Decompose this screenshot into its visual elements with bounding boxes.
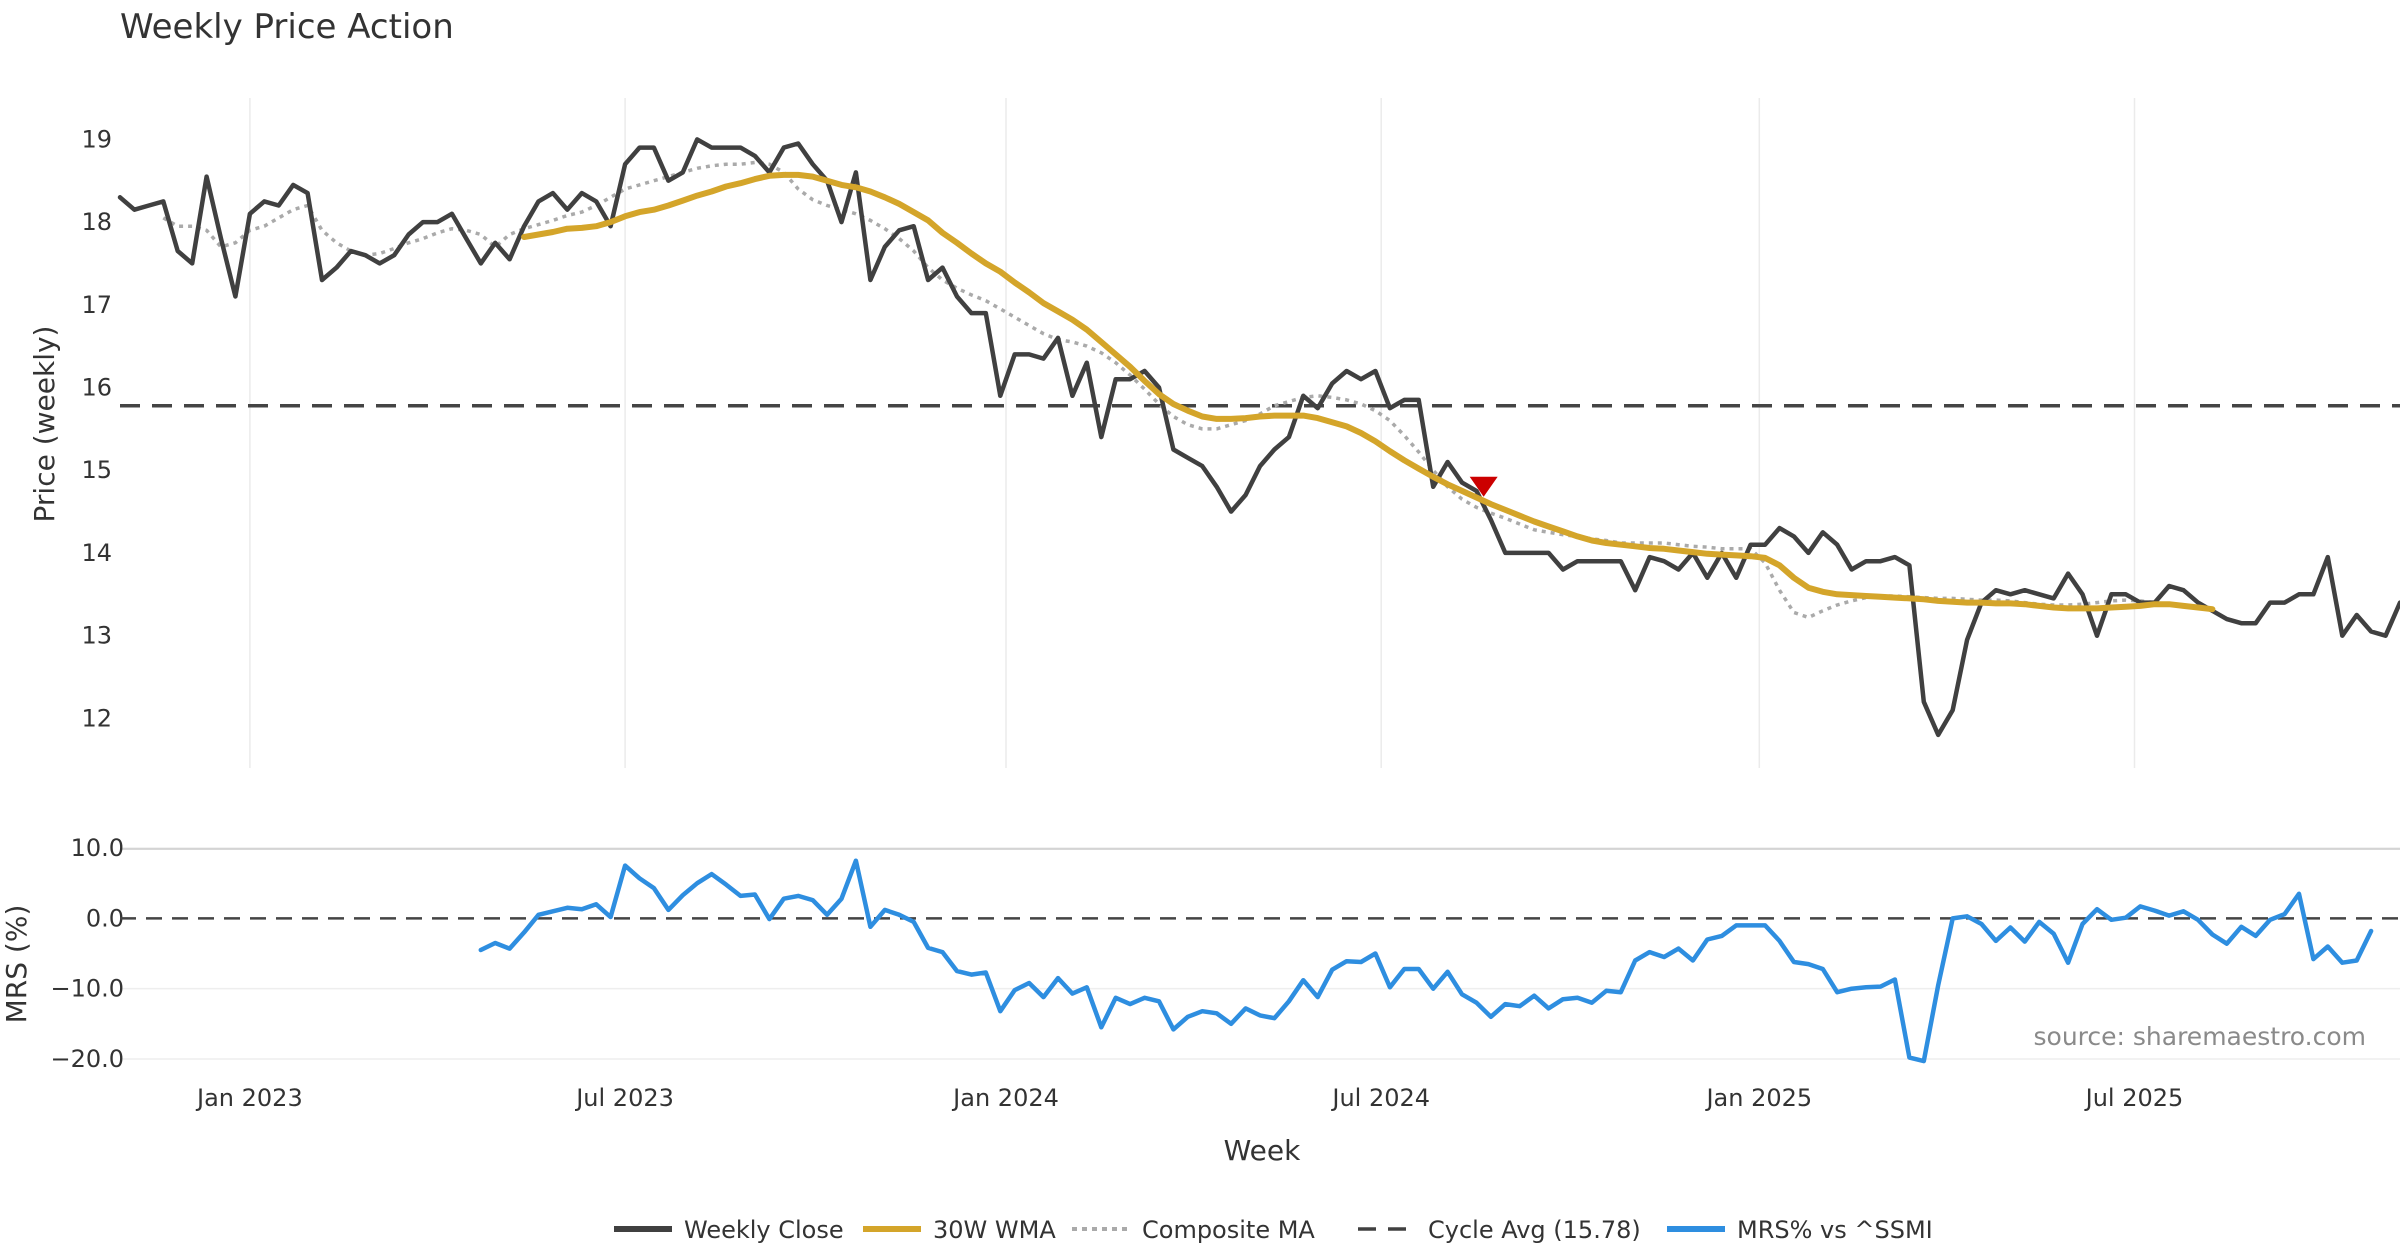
x-axis-label: Week (1224, 1134, 1301, 1167)
mrs-y-ticks: 10.0 0.0 −10.0 −20.0 (50, 834, 124, 1073)
price-y-tick-label: 14 (81, 539, 112, 567)
series-mrs-vs-ssmi (478, 858, 2374, 1064)
price-y-tick-label: 17 (81, 291, 112, 319)
mrs-y-tick-label: −20.0 (50, 1045, 124, 1073)
source-label: source: sharemaestro.com (2034, 1022, 2367, 1051)
sell-signal-marker (1469, 476, 1498, 497)
price-y-tick-label: 19 (81, 125, 112, 153)
legend-label: Composite MA (1142, 1216, 1315, 1244)
x-tick-label: Jan 2024 (951, 1084, 1059, 1112)
mrs-y-axis-label: MRS (%) (0, 905, 33, 1024)
chart-title: Weekly Price Action (120, 7, 454, 47)
legend-label: MRS% vs ^SSMI (1737, 1216, 1933, 1244)
series-30w-wma (521, 171, 2216, 613)
price-y-tick-label: 13 (81, 622, 112, 650)
legend-label: Cycle Avg (15.78) (1428, 1216, 1641, 1244)
mrs-y-tick-label: −10.0 (50, 975, 124, 1003)
price-y-ticks: 12 13 14 15 16 17 18 19 (81, 125, 112, 732)
price-y-axis-label: Price (weekly) (28, 326, 61, 523)
series-composite-ma (162, 160, 2184, 620)
mrs-y-tick-label: 0.0 (86, 904, 124, 932)
mrs-grid (120, 847, 2400, 1060)
price-y-tick-label: 16 (81, 374, 112, 402)
x-ticks: Jan 2023 Jul 2023 Jan 2024 Jul 2024 Jan 2025… (195, 1084, 2183, 1112)
price-y-tick-label: 18 (81, 208, 112, 236)
series-weekly-close (117, 137, 2400, 738)
price-y-tick-label: 12 (81, 704, 112, 732)
x-tick-label: Jan 2025 (1704, 1084, 1812, 1112)
x-tick-label: Jul 2024 (1330, 1084, 1430, 1112)
mrs-y-tick-label: 10.0 (71, 834, 124, 862)
legend-label: Weekly Close (684, 1216, 844, 1244)
price-grid (249, 98, 2136, 768)
legend: Weekly Close 30W WMA Composite MA Cycle Avg… (614, 1216, 1933, 1244)
x-tick-label: Jan 2023 (195, 1084, 303, 1112)
legend-label: 30W WMA (933, 1216, 1056, 1244)
price-y-tick-label: 15 (81, 456, 112, 484)
x-tick-label: Jul 2023 (574, 1084, 674, 1112)
x-tick-label: Jul 2025 (2084, 1084, 2184, 1112)
series-layer (117, 137, 2400, 1064)
